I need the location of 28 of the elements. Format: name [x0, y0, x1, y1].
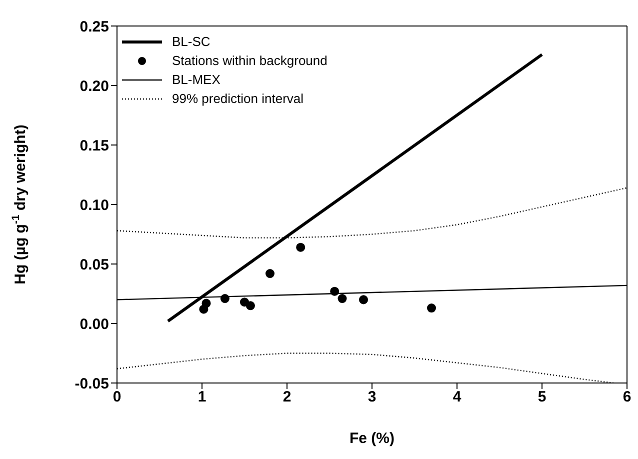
x-tick-label: 6 [622, 388, 632, 406]
x-tick-label: 4 [452, 388, 462, 406]
x-tick-label: 0 [112, 388, 122, 406]
y-tick-label: 0.15 [80, 137, 109, 154]
point [246, 301, 255, 310]
point [265, 269, 275, 278]
x-axis-title: Fe (%) [350, 430, 395, 447]
point [338, 294, 347, 304]
y-tick-label: -0.05 [74, 375, 109, 392]
x-tick-label: 5 [538, 388, 546, 406]
y-tick-label: 0.10 [80, 196, 109, 214]
point [220, 294, 230, 304]
legend-label: BL-SC [172, 33, 210, 51]
point [296, 242, 306, 252]
x-tick-label: 1 [198, 388, 206, 406]
point [426, 304, 436, 313]
point [358, 295, 368, 304]
y-tick-label: 0.00 [80, 316, 109, 333]
legend-label: Stations within background [172, 52, 328, 70]
y-tick-label: 0.25 [80, 18, 109, 36]
x-tick-label: 2 [282, 388, 292, 406]
y-tick-label: 0.20 [80, 78, 109, 95]
y-tick-label: 0.05 [80, 256, 109, 274]
x-tick-label: 3 [368, 388, 376, 406]
point [202, 298, 211, 308]
legend-label: 99% prediction interval [172, 90, 304, 108]
point [330, 286, 340, 296]
legend-label: BL-MEX [172, 71, 220, 89]
